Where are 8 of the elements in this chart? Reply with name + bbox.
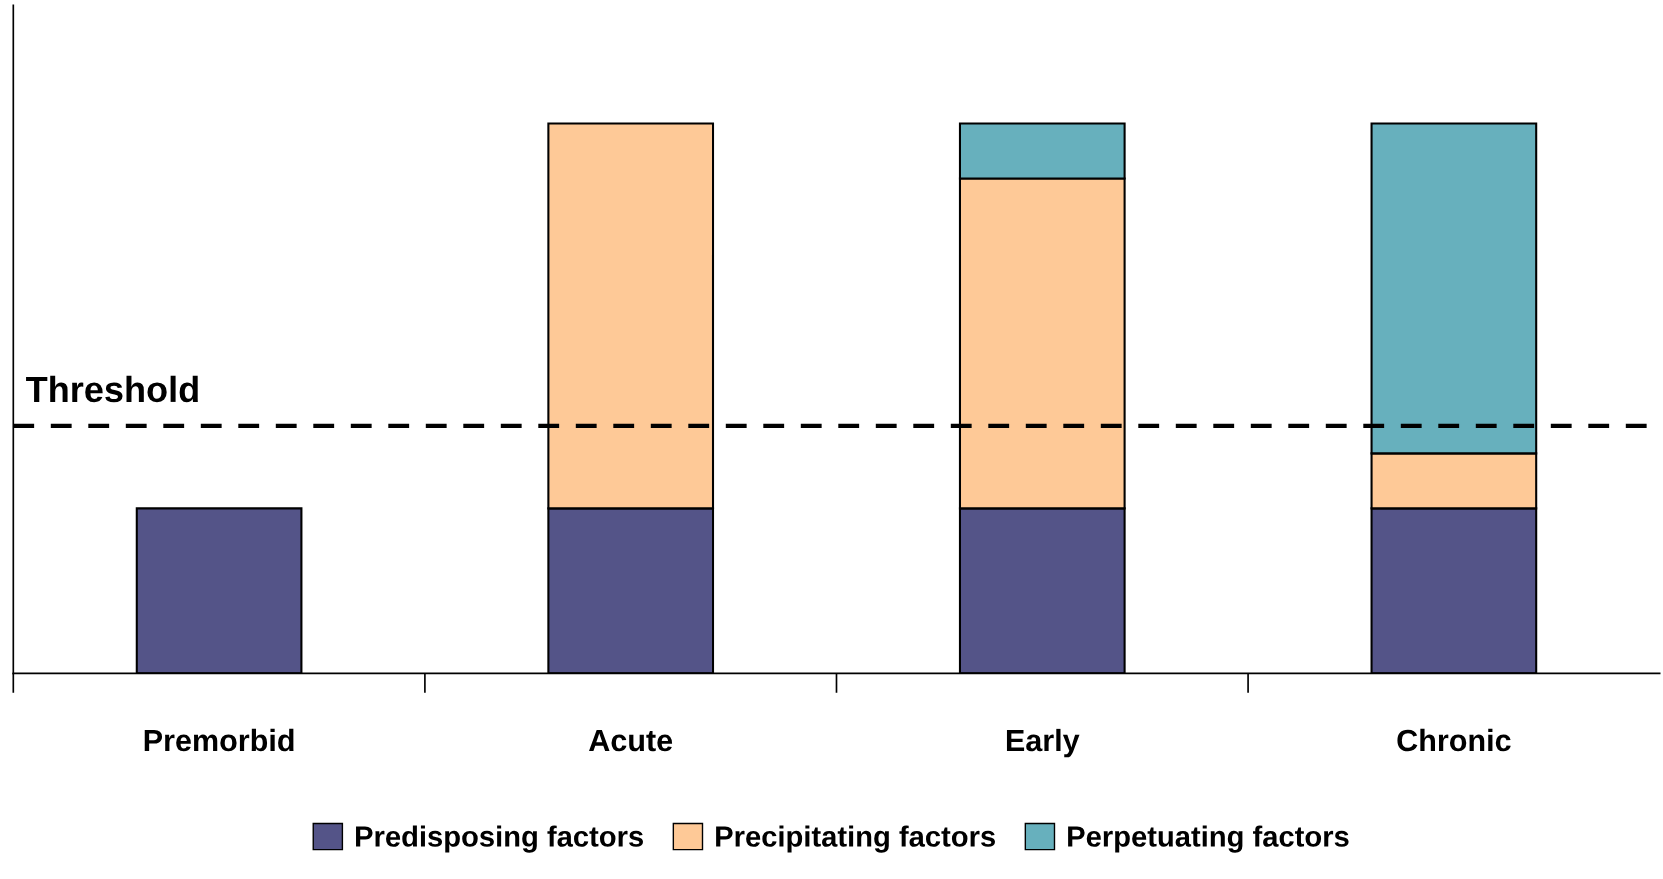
x-tick-label: Premorbid (144, 728, 294, 752)
x-tick-label: Acute (589, 729, 673, 752)
ref-line-label: Threshold (26, 375, 198, 403)
x-tick-label: Chronic (1397, 728, 1511, 752)
legend-label: Predisposing factors (356, 825, 643, 853)
legend-label: Perpetuating factors (1068, 825, 1349, 853)
legend-label: Precipitating factors (716, 825, 995, 853)
x-tick-label: Early (1006, 728, 1080, 758)
